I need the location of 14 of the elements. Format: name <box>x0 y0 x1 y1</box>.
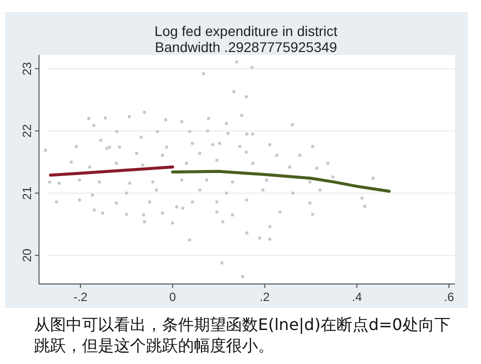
x-tick-label: -.2 <box>73 290 88 304</box>
chart-title: Log fed expenditure in district <box>154 23 338 39</box>
chart-subtitle: Bandwidth .29287775925349 <box>154 39 338 55</box>
y-tick-label: 22 <box>20 124 34 138</box>
x-tick-label: .6 <box>444 290 454 304</box>
y-tick-label: 23 <box>20 62 34 76</box>
x-tick-label: 0 <box>169 290 176 304</box>
text: 从图中可以看出，条件期望函数E(lne|d)在断点d=0处向下跳跃，但是这个跳跃的幅度很小。 <box>34 314 452 356</box>
x-tick-label: .2 <box>260 290 270 304</box>
y-tick-label: 20 <box>20 248 34 262</box>
y-tick-label: 21 <box>20 186 34 200</box>
line-series <box>171 170 391 193</box>
line-series <box>49 166 174 177</box>
x-tick-label: .4 <box>352 290 362 304</box>
